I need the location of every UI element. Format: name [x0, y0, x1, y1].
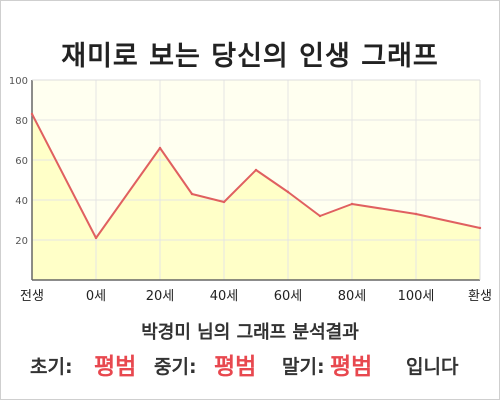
- data-point-5: [254, 168, 258, 172]
- y-tick-label-100: 100: [9, 76, 28, 87]
- x-tick-label-4: 60세: [274, 289, 303, 304]
- x-tick-label-2: 20세: [146, 289, 175, 304]
- middle-value: 평범: [214, 354, 257, 380]
- middle-label: 중기:: [154, 356, 197, 378]
- data-point-6: [286, 190, 290, 194]
- data-point-10: [478, 226, 482, 230]
- y-tick-label-60: 60: [15, 156, 28, 167]
- y-tick-label-80: 80: [15, 116, 28, 127]
- x-tick-label-1: 0세: [86, 289, 106, 304]
- data-point-1: [94, 236, 98, 240]
- data-point-0: [30, 112, 34, 116]
- analysis-summary: 박경미 님의 그래프 분석결과: [141, 322, 359, 343]
- x-tick-label-7: 환생: [468, 289, 492, 304]
- data-point-4: [222, 200, 226, 204]
- data-point-2: [158, 146, 162, 150]
- x-tick-label-5: 80세: [338, 289, 367, 304]
- life-graph-chart: 20 40 60 80 100 전생 0세 20세 40세 60세 80세 100세 환생: [9, 76, 492, 304]
- x-tick-label-0: 전생: [20, 289, 44, 304]
- data-point-8: [350, 202, 354, 206]
- x-tick-label-3: 40세: [210, 289, 239, 304]
- results-row: 초기: 평범 중기: 평범 말기: 평범 입니다: [0, 344, 500, 380]
- y-tick-label-20: 20: [15, 236, 28, 247]
- late-value: 평범: [330, 354, 373, 380]
- page-title: 재미로 보는 당신의 인생 그래프: [61, 41, 439, 72]
- early-label: 초기:: [30, 356, 73, 378]
- late-label: 말기:: [282, 356, 325, 378]
- data-point-7: [318, 214, 322, 218]
- y-tick-label-40: 40: [15, 196, 28, 207]
- area-fill: [32, 114, 480, 280]
- result-suffix: 입니다: [406, 356, 459, 378]
- data-point-9: [414, 212, 418, 216]
- x-tick-label-6: 100세: [398, 289, 435, 304]
- early-value: 평범: [94, 354, 137, 380]
- data-point-3: [190, 192, 194, 196]
